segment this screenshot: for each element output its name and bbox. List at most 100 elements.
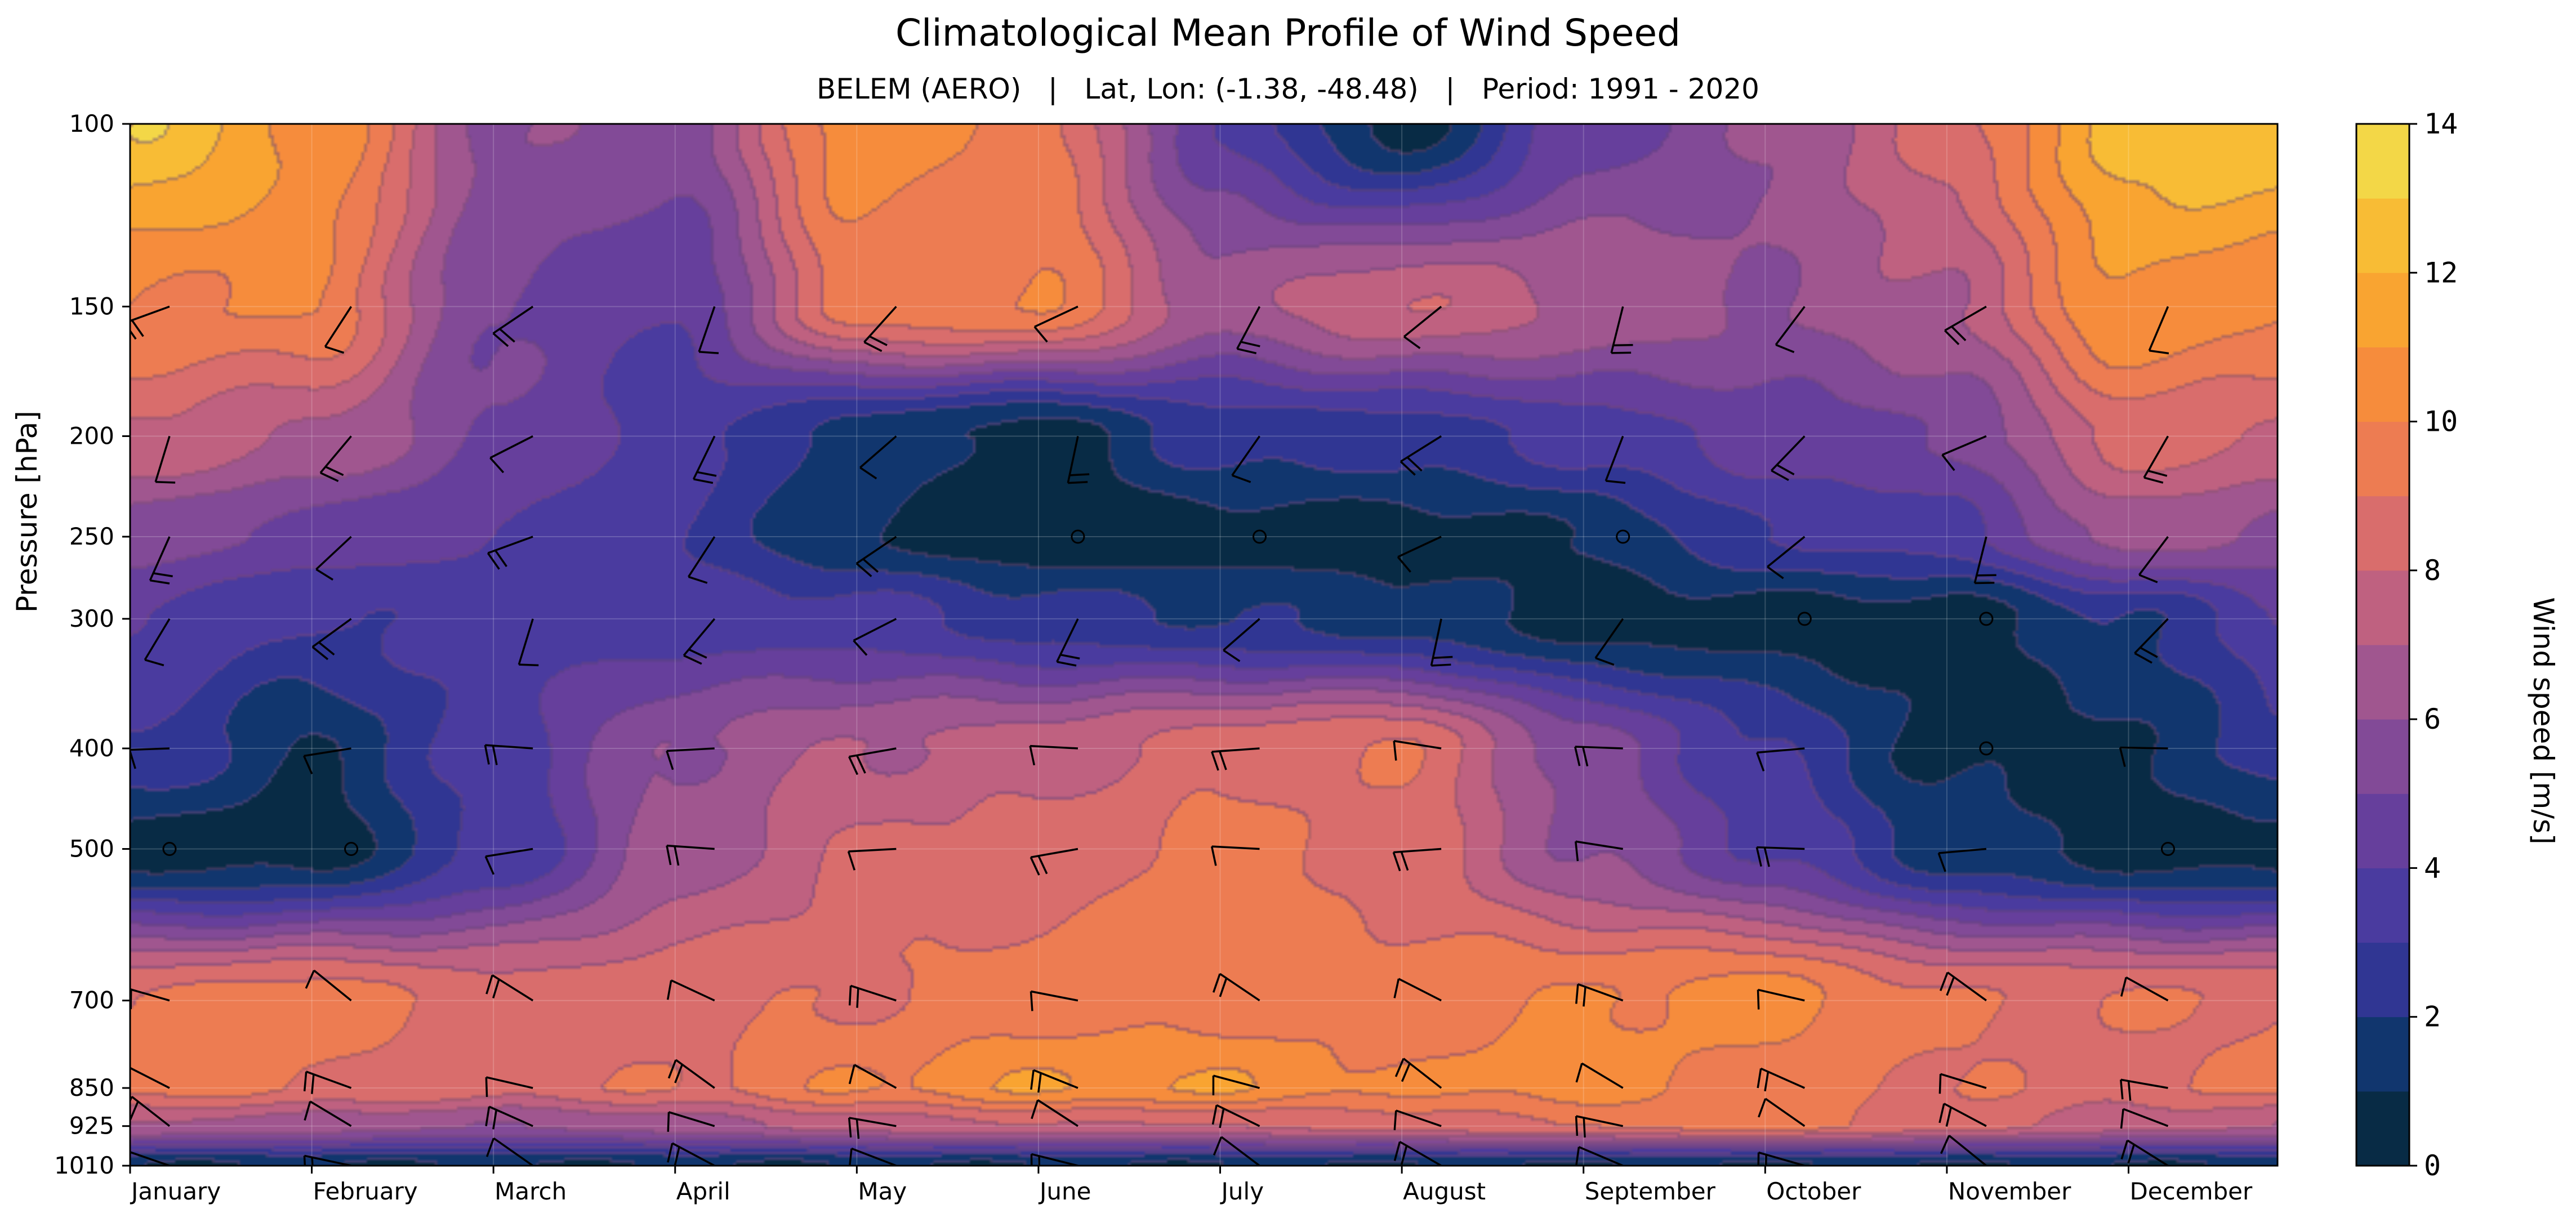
- wind-barb: [1393, 1140, 1442, 1166]
- wind-barb: [1236, 306, 1261, 354]
- calm-marker: [344, 842, 359, 857]
- wind-barb: [1944, 305, 1987, 345]
- wind-speed-contour-field: [130, 124, 2278, 1166]
- wind-barb: [853, 618, 897, 656]
- wind-barb: [2120, 976, 2169, 1002]
- y-tick-label: 1010: [54, 1152, 114, 1179]
- wind-barb: [1973, 536, 1996, 585]
- wind-barb: [859, 435, 897, 480]
- wind-barb: [144, 618, 171, 667]
- wind-barb: [324, 306, 353, 354]
- x-tick-label: August: [1403, 1178, 1486, 1205]
- wind-barb: [485, 974, 534, 1002]
- colorbar-segment: [2356, 793, 2409, 868]
- plot-area: [130, 124, 2278, 1166]
- wind-barb: [1757, 1067, 1806, 1091]
- colorbar-tick-label: 14: [2424, 108, 2458, 140]
- wind-barb: [1029, 990, 1078, 1011]
- wind-barb: [2120, 1139, 2169, 1166]
- wind-barb: [683, 618, 716, 665]
- calm-marker: [1797, 612, 1812, 626]
- wind-barb: [484, 848, 533, 875]
- y-tick-label: 300: [69, 605, 114, 632]
- y-tick-label: 150: [69, 292, 114, 320]
- wind-barb: [1575, 840, 1623, 862]
- colorbar-segment: [2356, 124, 2409, 199]
- wind-barb: [1610, 306, 1633, 354]
- wind-barb: [1594, 618, 1624, 666]
- x-tick-label: April: [676, 1178, 730, 1205]
- calm-marker: [1616, 529, 1630, 544]
- wind-barb: [1758, 1098, 1806, 1127]
- colorbar-tick-label: 4: [2424, 851, 2441, 884]
- wind-barb: [2119, 746, 2168, 767]
- wind-barb: [1430, 618, 1453, 667]
- calm-marker: [1071, 529, 1085, 544]
- wind-barb: [1030, 1153, 1078, 1166]
- wind-barb: [1210, 845, 1260, 866]
- wind-barb: [1575, 983, 1624, 1007]
- wind-barb: [1392, 848, 1442, 872]
- wind-barb: [1029, 744, 1078, 766]
- wind-barb: [1605, 435, 1626, 484]
- y-tick-label: 500: [69, 835, 114, 863]
- wind-barb: [1033, 305, 1078, 343]
- colorbar-segment: [2356, 347, 2409, 422]
- wind-barb: [1403, 306, 1442, 349]
- calm-marker: [1979, 741, 1994, 756]
- wind-barb: [2148, 306, 2169, 355]
- wind-barb: [1056, 618, 1080, 667]
- wind-barb: [692, 435, 717, 484]
- wind-barb: [1031, 1099, 1078, 1127]
- plot-frame: [129, 123, 2279, 1167]
- wind-barb: [311, 618, 352, 661]
- wind-barb: [666, 844, 715, 866]
- colorbar-segment: [2356, 1016, 2409, 1092]
- wind-barb: [1940, 1135, 1987, 1166]
- wind-barb: [1937, 848, 1987, 872]
- colorbar-tick-label: 10: [2424, 405, 2458, 438]
- colorbar-segment: [2356, 496, 2409, 571]
- wind-barb: [1211, 747, 1260, 771]
- wind-barbs: [130, 305, 2175, 1166]
- wind-barb: [485, 1137, 534, 1166]
- wind-barb: [1575, 1062, 1624, 1089]
- x-tick-label: June: [1038, 1178, 1091, 1205]
- calm-marker: [2160, 842, 2175, 857]
- colorbar-tick-label: 8: [2424, 554, 2441, 587]
- x-tick-label: September: [1585, 1178, 1716, 1205]
- wind-barb: [688, 536, 716, 584]
- colorbar: 0 2 4 6 8 10 12 14: [2355, 108, 2458, 1182]
- grid-lines: [130, 124, 2278, 1166]
- wind-barb: [518, 618, 539, 667]
- wind-barb: [1393, 1109, 1442, 1131]
- wind-barb: [1939, 971, 1987, 1002]
- y-tick-label: 850: [69, 1074, 114, 1101]
- colorbar-segment: [2356, 421, 2409, 497]
- wind-barb: [698, 306, 719, 354]
- wind-barb: [1400, 435, 1442, 476]
- x-tick-label: February: [313, 1178, 418, 1205]
- wind-barb: [2134, 618, 2169, 664]
- colorbar-tick-label: 12: [2424, 256, 2458, 289]
- wind-barb: [1393, 978, 1442, 1002]
- wind-barb: [667, 1111, 715, 1132]
- wind-barb: [485, 1076, 533, 1097]
- x-tick-label: November: [1948, 1178, 2071, 1205]
- wind-barb: [1574, 746, 1623, 767]
- wind-barb: [666, 979, 715, 1002]
- wind-barb: [666, 747, 715, 770]
- wind-barb: [130, 1067, 170, 1089]
- chart-title: Climatological Mean Profile of Wind Spee…: [895, 11, 1681, 55]
- y-tick-label: 700: [69, 987, 114, 1014]
- wind-barb: [1231, 435, 1260, 483]
- wind-barb: [1941, 435, 1987, 471]
- wind-barb: [1397, 536, 1442, 573]
- wind-barb: [1770, 435, 1806, 481]
- colorbar-tick-label: 0: [2424, 1149, 2441, 1182]
- calm-marker: [1979, 612, 1994, 626]
- wind-barb: [2120, 1078, 2168, 1101]
- wind-barb: [492, 305, 534, 347]
- colorbar-segment: [2356, 645, 2409, 720]
- wind-barb: [315, 536, 352, 581]
